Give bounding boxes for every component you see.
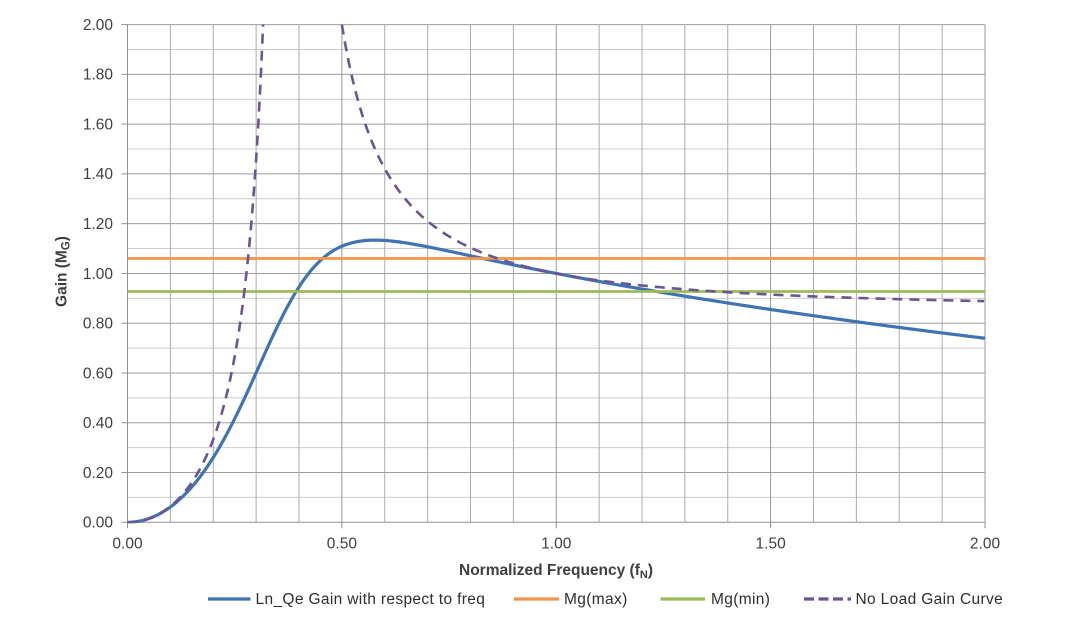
svg-text:1.00: 1.00 xyxy=(541,536,572,553)
svg-text:0.50: 0.50 xyxy=(327,536,358,553)
svg-text:Mg(min): Mg(min) xyxy=(711,591,770,608)
svg-text:0.40: 0.40 xyxy=(83,415,114,432)
svg-text:2.00: 2.00 xyxy=(970,536,1001,553)
svg-text:0.20: 0.20 xyxy=(83,465,114,482)
svg-text:No Load Gain Curve: No Load Gain Curve xyxy=(856,591,1004,608)
svg-text:Gain (MG): Gain (MG) xyxy=(54,236,73,307)
svg-text:Mg(max): Mg(max) xyxy=(564,591,628,608)
svg-text:1.40: 1.40 xyxy=(83,166,114,183)
svg-text:Ln_Qe Gain with respect to fre: Ln_Qe Gain with respect to freq xyxy=(256,591,486,608)
svg-text:Normalized Frequency (fN): Normalized Frequency (fN) xyxy=(459,562,653,581)
svg-text:0.00: 0.00 xyxy=(112,536,143,553)
svg-text:1.80: 1.80 xyxy=(83,67,114,84)
svg-text:0.00: 0.00 xyxy=(83,515,114,532)
svg-text:1.50: 1.50 xyxy=(756,536,787,553)
svg-text:1.20: 1.20 xyxy=(83,216,114,233)
svg-text:2.00: 2.00 xyxy=(83,17,114,34)
svg-text:1.60: 1.60 xyxy=(83,116,114,133)
svg-text:0.60: 0.60 xyxy=(83,365,114,382)
svg-text:0.80: 0.80 xyxy=(83,316,114,333)
svg-text:1.00: 1.00 xyxy=(83,266,114,283)
